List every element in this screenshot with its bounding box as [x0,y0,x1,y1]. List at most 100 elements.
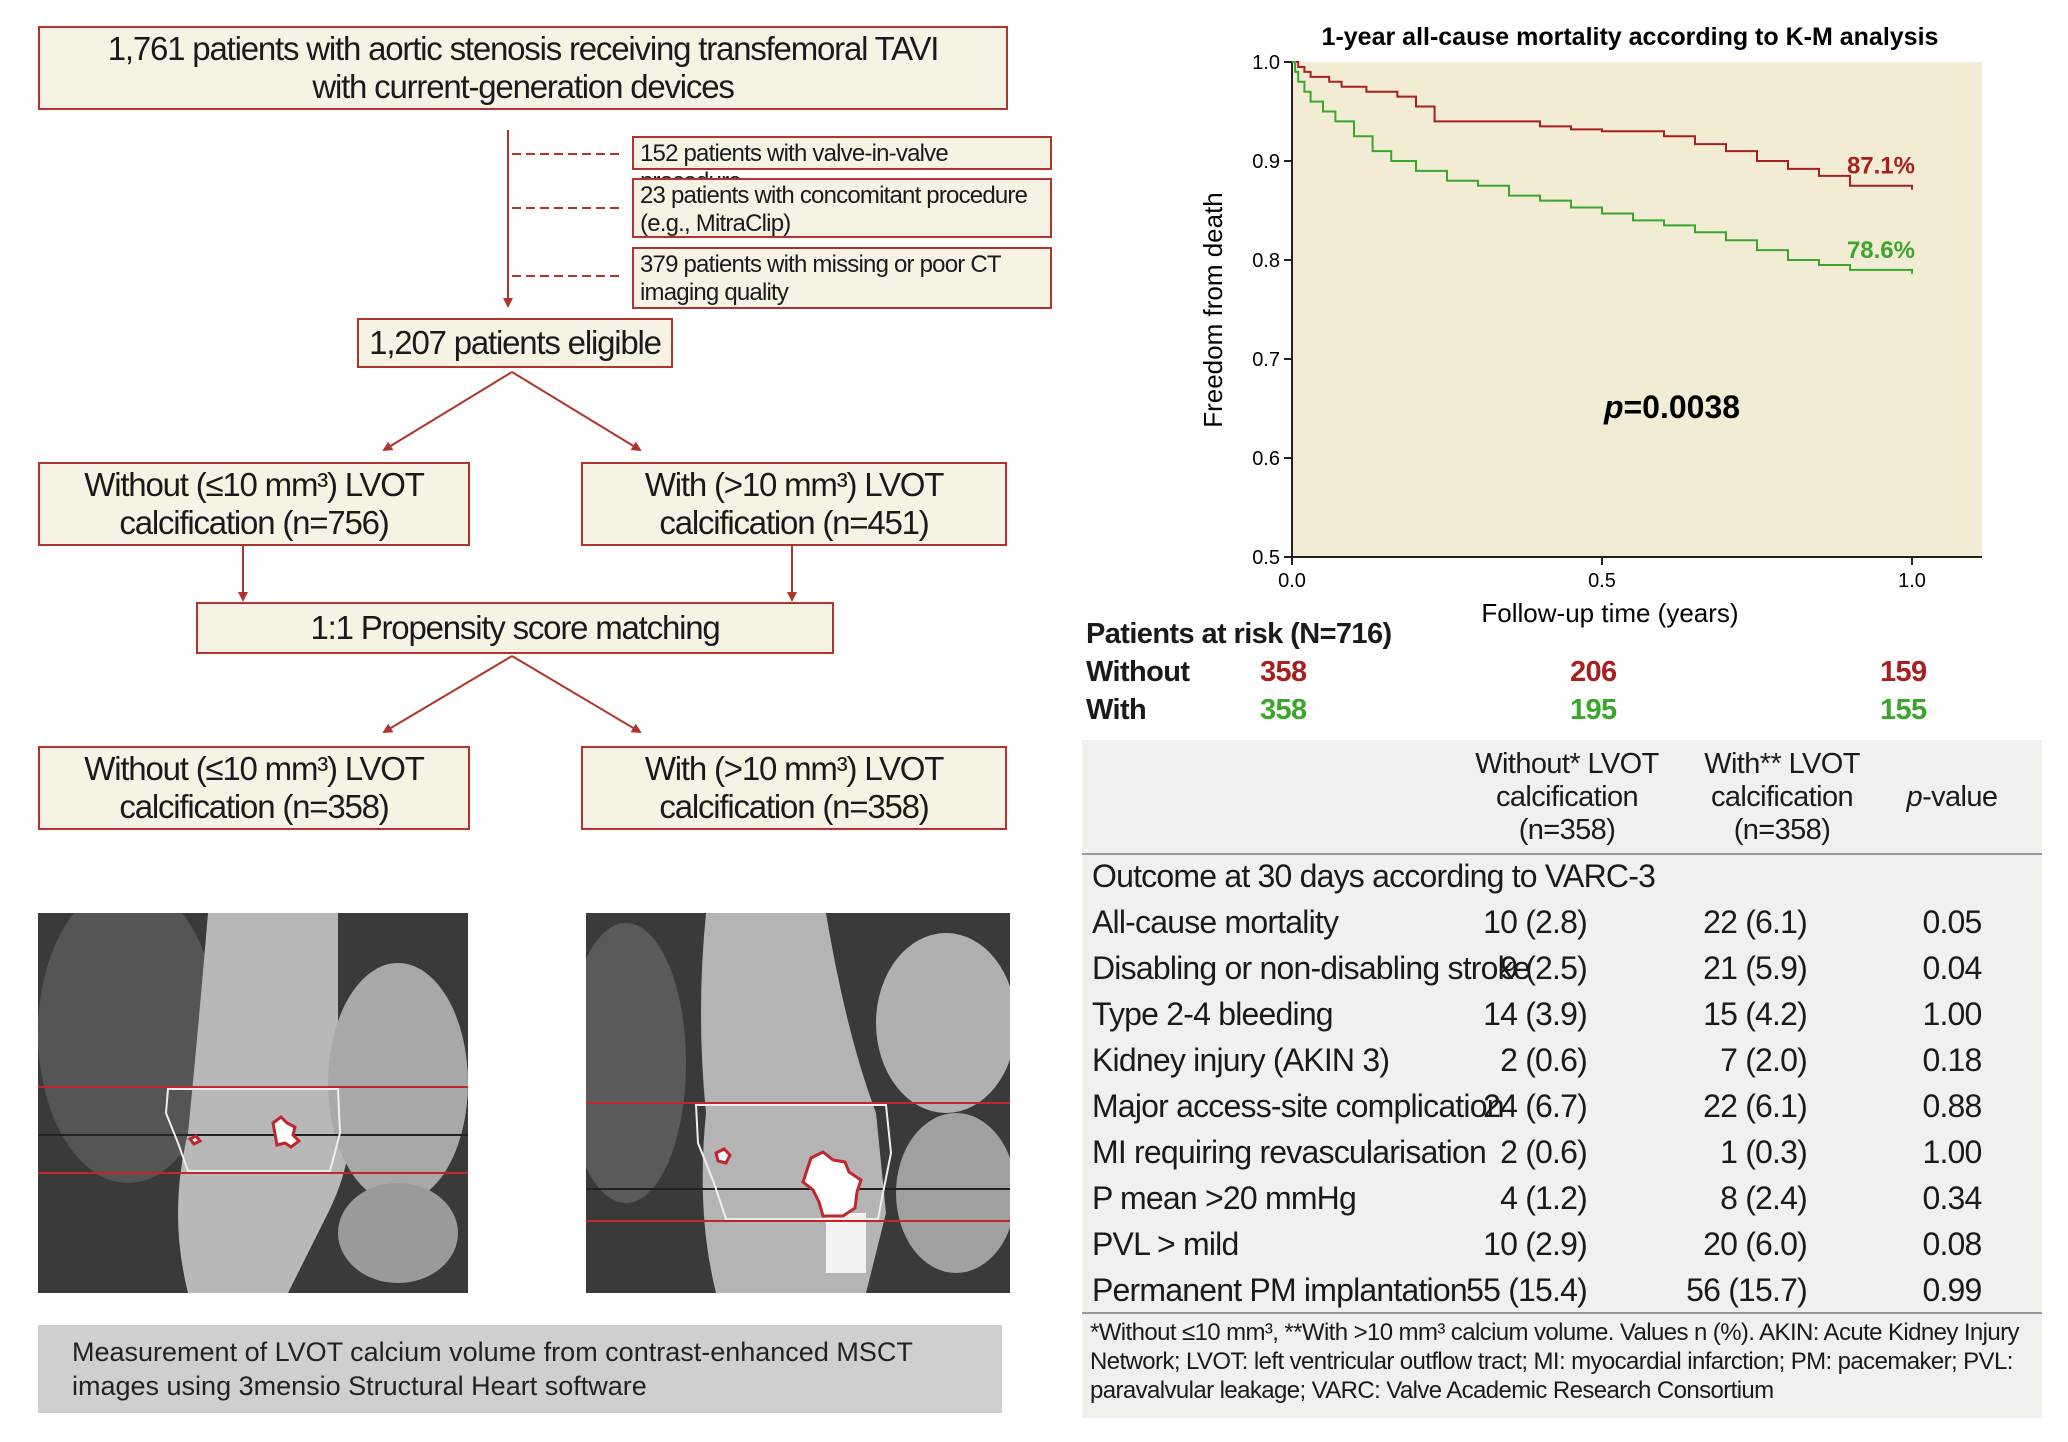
header-with-line-3: (n=358) [1733,814,1831,846]
km-chart: 1-year all-cause mortality according to … [1198,23,1982,628]
eligible-box: 1,207 patients eligible [357,318,673,368]
matching-box: 1:1 Propensity score matching [196,602,834,654]
row-p-value: 0.99 [1922,1272,1982,1308]
y-tick-label: 0.8 [1252,250,1280,272]
arrow-split-left-1 [382,371,513,452]
row-without-value: 55 (15.4) [1466,1272,1588,1308]
row-label: MI requiring revascularisation [1092,1134,1487,1170]
pre-without-box: Without (≤10 mm³) LVOT calcification (n=… [38,462,470,546]
risk-table-title: Patients at risk (N=716) [1086,618,1392,650]
row-label: Major access-site complication [1092,1088,1505,1124]
series-group: 87.1% 78.6% [1292,61,1915,274]
row-p-value: 0.18 [1922,1042,1982,1078]
matching-label: 1:1 Propensity score matching [310,609,720,646]
table-row: PVL > mild 10 (2.9) 20 (6.0) 0.08 [1082,1222,2042,1268]
header-pvalue: p-value [1892,781,2012,814]
p-italic: p [1603,389,1624,425]
row-p-value: 0.88 [1922,1088,1982,1124]
exclusion-2-line-2: (e.g., MitraClip) [640,210,791,237]
table-row: Major access-site complication 24 (6.7) 22… [1082,1084,2042,1130]
post-without-line-1: Without (≤10 mm³) LVOT [84,750,425,787]
table-row: Kidney injury (AKIN 3) 2 (0.6) 7 (2.0) 0.18 [1082,1038,2042,1084]
y-tick-label: 0.5 [1252,547,1280,569]
series-line-without [1292,61,1913,190]
header-without-line-2: calcification [1495,781,1639,813]
y-tick-label: 0.9 [1252,151,1280,173]
table-footnote: *Without ≤10 mm³, **With >10 mm³ calcium… [1090,1319,2020,1404]
row-p-value: 0.04 [1922,950,1982,986]
row-with-value: 15 (4.2) [1703,996,1808,1032]
table-row: Disabling or non-disabling stroke 9 (2.5)… [1082,946,2042,992]
post-without-box: Without (≤10 mm³) LVOT calcification (n=… [38,746,470,830]
y-tick-label: 0.7 [1252,349,1280,371]
row-label: Permanent PM implantation [1092,1272,1468,1308]
table-row: Type 2-4 bleeding 14 (3.9) 15 (4.2) 1.00 [1082,992,2042,1038]
row-label: P mean >20 mmHg [1092,1180,1357,1216]
header-with-line-2: calcification [1710,781,1854,813]
table-row: MI requiring revascularisation 2 (0.6) 1 (… [1082,1130,2042,1176]
ct-caption-line-2: images using 3mensio Structural Heart so… [72,1371,647,1401]
row-with-value: 22 (6.1) [1703,1088,1808,1124]
plot-area [1292,62,1982,557]
arrow-split-right-1 [511,371,642,452]
ct-scan-right [586,913,1010,1293]
row-label: Type 2-4 bleeding [1092,996,1334,1032]
chart-title: 1-year all-cause mortality according to … [1322,23,1939,51]
cohort-line-1: 1,761 patients with aortic stenosis rece… [107,30,940,67]
exclusion-3-line-1: 379 patients with missing or poor CT [640,251,1002,278]
risk-with-0: 358 [1260,694,1307,726]
arrow-split-right-2 [511,655,642,734]
cohort-line-2: with current-generation devices [312,68,735,105]
row-without-value: 2 (0.6) [1500,1134,1588,1170]
row-without-value: 10 (2.8) [1483,904,1588,940]
row-with-value: 20 (6.0) [1703,1226,1808,1262]
risk-row-label-without: Without [1086,656,1190,688]
table-row: Permanent PM implantation 55 (15.4) 56 (15… [1082,1268,2042,1314]
row-without-value: 9 (2.5) [1500,950,1588,986]
row-without-value: 24 (6.7) [1483,1088,1588,1124]
ct-image-without-calcification [38,913,468,1293]
outcome-table: Without* LVOT calcification (n=358) With… [1082,740,2042,1418]
risk-without-0: 358 [1260,656,1307,688]
p-value-annotation: p=0.0038 [1603,389,1740,425]
risk-row-label-with: With [1086,694,1147,726]
row-label: Disabling or non-disabling stroke [1092,950,1531,986]
x-tick-label: 0.5 [1588,570,1616,592]
exclusion-box-3: 379 patients with missing or poor CT ima… [632,247,1052,309]
pre-with-box: With (>10 mm³) LVOT calcification (n=451… [581,462,1007,546]
ct-caption: Measurement of LVOT calcium volume from … [38,1325,1002,1413]
row-p-value: 1.00 [1922,1134,1982,1170]
ct-caption-line-1: Measurement of LVOT calcium volume from … [72,1337,913,1367]
y-tick-label: 1.0 [1252,52,1280,74]
header-with-line-1: With** LVOT [1704,748,1860,780]
cohort-box: 1,761 patients with aortic stenosis rece… [38,26,1008,110]
section-label: Outcome at 30 days according to VARC-3 [1092,858,1656,894]
header-without-line-1: Without* LVOT [1475,748,1659,780]
row-with-value: 21 (5.9) [1703,950,1808,986]
row-with-value: 7 (2.0) [1720,1042,1808,1078]
row-label: PVL > mild [1092,1226,1239,1262]
row-without-value: 10 (2.9) [1483,1226,1588,1262]
row-label: All-cause mortality [1092,904,1339,940]
post-with-line-2: calcification (n=358) [659,788,929,825]
ct-scan-left [38,913,468,1293]
risk-with-2: 155 [1880,694,1927,726]
row-p-value: 0.08 [1922,1226,1982,1262]
x-tick-label: 1.0 [1898,570,1926,592]
row-without-value: 4 (1.2) [1500,1180,1588,1216]
table-row: P mean >20 mmHg 4 (1.2) 8 (2.4) 0.34 [1082,1176,2042,1222]
header-with: With** LVOT calcification (n=358) [1682,748,1882,847]
header-without: Without* LVOT calcification (n=358) [1462,748,1672,847]
footer-divider [1082,1312,2042,1314]
row-with-value: 1 (0.3) [1720,1134,1808,1170]
pre-without-line-2: calcification (n=756) [119,504,389,541]
header-divider [1082,853,2042,855]
header-p-italic: p [1906,781,1923,813]
exclusion-3-line-2: imaging quality [640,279,789,306]
post-with-box: With (>10 mm³) LVOT calcification (n=358… [581,746,1007,830]
post-without-line-2: calcification (n=358) [119,788,389,825]
row-with-value: 8 (2.4) [1720,1180,1808,1216]
risk-without-2: 159 [1880,656,1927,688]
row-without-value: 2 (0.6) [1500,1042,1588,1078]
row-with-value: 22 (6.1) [1703,904,1808,940]
